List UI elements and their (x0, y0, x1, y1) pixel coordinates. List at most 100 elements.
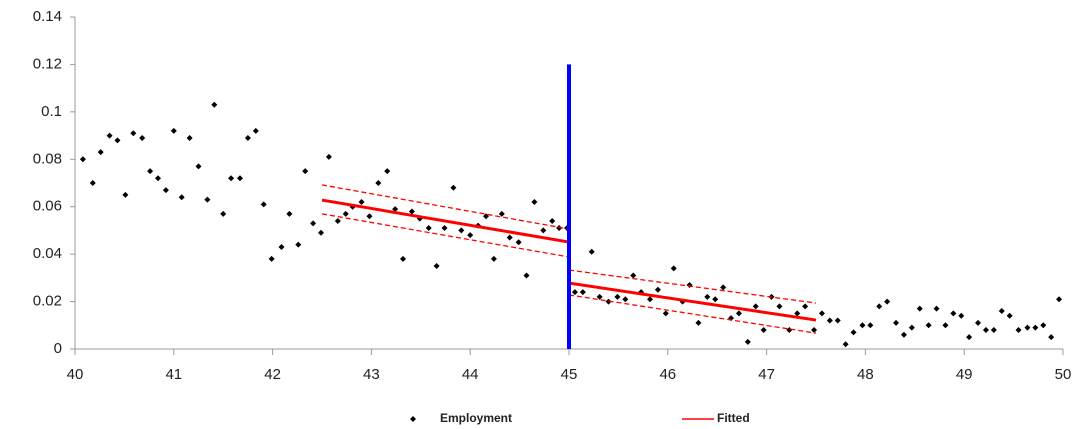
data-point (588, 248, 595, 255)
x-tick-label: 41 (165, 366, 182, 383)
data-point (295, 241, 302, 248)
data-point (114, 137, 121, 144)
x-tick-label: 45 (561, 366, 578, 383)
data-point (458, 227, 465, 234)
x-tick-label: 46 (659, 366, 676, 383)
data-point (1006, 312, 1013, 319)
data-point (686, 281, 693, 288)
data-point (1048, 334, 1055, 341)
data-point (867, 322, 874, 329)
y-tick-label: 0.06 (33, 198, 62, 215)
data-point (720, 284, 727, 291)
data-point (325, 153, 332, 160)
data-point (286, 210, 293, 217)
data-point (384, 168, 391, 175)
data-point (490, 255, 497, 262)
data-point (811, 327, 818, 334)
data-point (310, 220, 317, 227)
data-point (531, 198, 538, 205)
data-point (776, 303, 783, 310)
data-point (834, 317, 841, 324)
line (321, 184, 817, 304)
data-point (982, 327, 989, 334)
legend-marker (410, 416, 416, 422)
data-point (916, 305, 923, 312)
data-point (579, 289, 586, 296)
data-point (400, 255, 407, 262)
data-point (647, 296, 654, 303)
data-point (850, 329, 857, 336)
data-point (334, 217, 341, 224)
data-point (556, 225, 563, 232)
data-point (1024, 324, 1031, 331)
data-point (392, 206, 399, 213)
data-point (630, 272, 637, 279)
data-point (818, 310, 825, 317)
y-tick-label: 0 (54, 340, 62, 357)
data-point (1032, 324, 1039, 331)
data-point (97, 149, 104, 156)
data-point (122, 191, 129, 198)
data-point (998, 308, 1005, 315)
data-point (147, 168, 154, 175)
data-point (195, 163, 202, 170)
data-point (950, 310, 957, 317)
y-tick-label: 0.14 (33, 8, 62, 25)
data-point (760, 327, 767, 334)
data-point (925, 322, 932, 329)
line (321, 213, 817, 334)
data-point (622, 296, 629, 303)
data-point (252, 127, 259, 134)
data-point (106, 132, 113, 139)
data-point (433, 263, 440, 269)
x-tick-label: 47 (758, 366, 775, 383)
x-tick-label: 49 (956, 366, 973, 383)
data-point (662, 310, 669, 317)
data-point (786, 327, 793, 334)
data-point (826, 317, 833, 324)
data-point (278, 244, 285, 251)
y-tick-label: 0.1 (41, 103, 62, 120)
data-point (876, 303, 883, 310)
y-tick-label: 0.04 (33, 245, 62, 262)
legend-label: Employment (440, 411, 512, 425)
data-point (211, 101, 218, 108)
data-point (467, 232, 474, 239)
data-point (268, 255, 275, 262)
data-point (441, 225, 448, 232)
data-point (1015, 327, 1022, 334)
data-point (596, 293, 603, 300)
data-point (893, 319, 900, 326)
data-point (695, 319, 702, 326)
data-point (933, 305, 940, 312)
data-point (260, 201, 267, 208)
data-point (735, 310, 742, 317)
data-point (654, 286, 661, 293)
data-point (549, 217, 556, 224)
data-point (942, 322, 949, 329)
data-point (139, 134, 146, 141)
x-tick-label: 50 (1055, 366, 1072, 383)
data-point (450, 184, 457, 191)
data-point (170, 127, 177, 134)
line (321, 198, 817, 322)
data-point (130, 130, 137, 137)
data-point (614, 293, 621, 300)
data-point (802, 303, 809, 310)
x-tick-label: 40 (67, 366, 84, 383)
data-point (375, 180, 382, 186)
data-point (498, 210, 505, 217)
data-point (712, 296, 719, 303)
data-point (178, 194, 185, 201)
y-tick-label: 0.12 (33, 55, 62, 72)
data-point (571, 289, 578, 296)
data-point (540, 227, 547, 234)
y-tick-label: 0.02 (33, 293, 62, 310)
data-point (884, 298, 891, 305)
data-point (515, 239, 522, 246)
data-point (236, 175, 243, 182)
data-point (966, 334, 973, 341)
x-tick-label: 48 (857, 366, 874, 383)
data-point (908, 324, 915, 331)
